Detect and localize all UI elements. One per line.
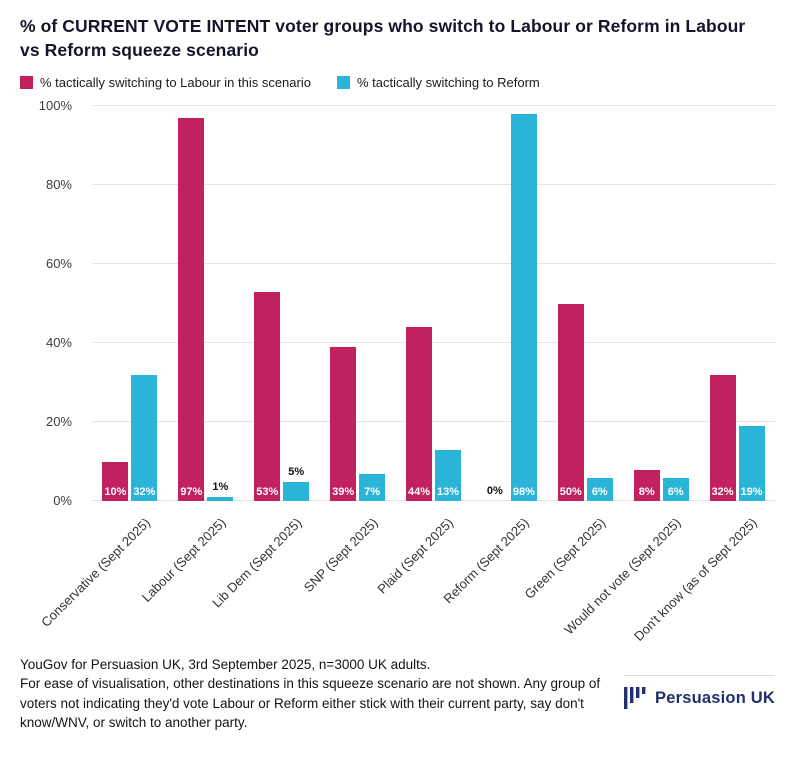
bar-switch-to-labour [254, 291, 281, 502]
reform-swatch-icon [336, 76, 350, 90]
plot-area: 10% 32% 97% 1% 53% 5% 39% 7% 44% 13% 0% 98% 50% 6% 8% 6… [92, 105, 775, 502]
bar-switch-to-reform [207, 497, 234, 502]
gridline [92, 184, 775, 186]
source-line: YouGov for Persuasion UK, 3rd September … [20, 657, 431, 673]
y-axis: 0% 20% 40% 60% 80% 100% [20, 98, 82, 508]
y-axis-tick-label: 60% [45, 256, 72, 272]
legend-item-reform: % tactically switching to Reform [336, 75, 540, 91]
logo-text: Persuasion UK [655, 688, 775, 707]
persuasion-uk-logo: Persuasion UK [624, 675, 775, 710]
bar-switch-to-reform [131, 374, 158, 502]
bar-switch-to-reform [510, 114, 537, 502]
logo-bars-icon [624, 687, 646, 710]
gridline [92, 263, 775, 265]
bar-switch-to-reform [662, 477, 689, 502]
bar-chart: 0% 20% 40% 60% 80% 100% 10% 32% 97% 1% 53% 5% 39% 7%… [20, 98, 775, 653]
bar-switch-to-labour [406, 327, 432, 502]
footer: YouGov for Persuasion UK, 3rd September … [20, 655, 775, 732]
bar-switch-to-reform [283, 481, 310, 502]
value-label: 50% [559, 486, 582, 499]
legend-label-reform: % tactically switching to Reform [356, 75, 540, 91]
value-label: 44% [407, 486, 431, 499]
x-axis-category-label: Conservative (Sept 2025) [37, 515, 153, 631]
x-axis-category-label: SNP (Sept 2025) [300, 515, 381, 596]
y-axis-tick-label: 100% [38, 98, 72, 114]
method-note: For ease of visualisation, other destina… [20, 676, 601, 730]
labour-swatch-icon [20, 76, 33, 90]
legend: % tactically switching to Labour in this… [20, 75, 775, 90]
x-axis: Conservative (Sept 2025) Labour (Sept 202… [38, 501, 775, 653]
bar-switch-to-reform [435, 449, 461, 502]
value-label: 97% [180, 486, 203, 499]
value-label: 5% [288, 465, 305, 478]
legend-item-labour: % tactically switching to Labour in this… [20, 75, 311, 90]
value-label: 98% [512, 486, 535, 499]
value-label: 39% [332, 486, 355, 499]
bar-switch-to-reform [738, 426, 765, 502]
bar-switch-to-labour [178, 118, 205, 502]
x-axis-category-label: Reform (Sept 2025) [440, 515, 532, 607]
y-axis-tick-label: 20% [45, 414, 72, 430]
chart-title: % of CURRENT VOTE INTENT voter groups wh… [20, 16, 746, 61]
value-label: 32% [133, 486, 156, 499]
legend-label-labour: % tactically switching to Labour in this… [40, 75, 311, 91]
bar-switch-to-reform [586, 477, 613, 502]
value-label: 19% [740, 486, 763, 499]
source-note: YouGov for Persuasion UK, 3rd September … [20, 655, 620, 732]
value-label: 8% [638, 486, 655, 499]
value-label: 6% [591, 486, 608, 499]
value-label: 10% [104, 486, 127, 499]
y-axis-tick-label: 80% [45, 177, 72, 193]
x-axis-category-label: Labour (Sept 2025) [138, 515, 229, 606]
bar-switch-to-labour [633, 469, 660, 502]
value-label: 0% [486, 485, 503, 498]
bar-switch-to-labour [557, 303, 584, 502]
value-label: 32% [711, 486, 734, 499]
x-axis-category-label: Plaid (Sept 2025) [374, 515, 457, 597]
gridline [92, 105, 775, 107]
x-axis-category-label: Don't know (as of Sept 2025) [630, 515, 760, 645]
value-label: 53% [256, 486, 279, 499]
bar-switch-to-labour [709, 374, 736, 502]
bar-switch-to-reform [359, 473, 386, 502]
gridline [92, 500, 775, 502]
bar-switch-to-labour [102, 461, 129, 502]
y-axis-tick-label: 0% [53, 493, 72, 509]
value-label: 13% [436, 486, 460, 499]
value-label: 6% [667, 486, 684, 499]
value-label: 1% [212, 481, 229, 494]
value-label: 7% [364, 486, 381, 499]
gridline [92, 342, 775, 344]
bar-switch-to-labour [330, 347, 357, 502]
y-axis-tick-label: 40% [45, 335, 72, 351]
x-axis-category-label: Green (Sept 2025) [521, 515, 608, 603]
gridline [92, 421, 775, 423]
